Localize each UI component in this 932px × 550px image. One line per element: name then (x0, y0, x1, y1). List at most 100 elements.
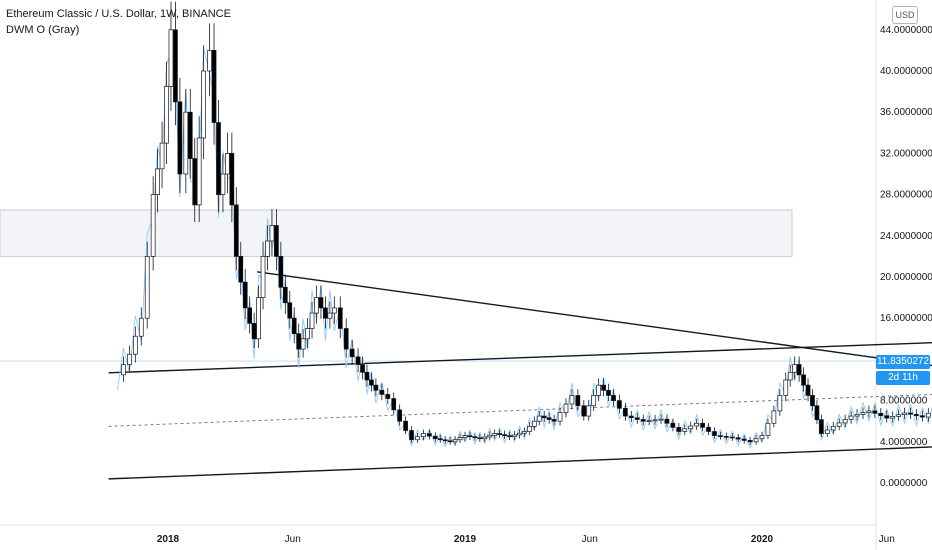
candle-body (617, 400, 622, 409)
candle-body (551, 419, 557, 422)
candle-body (403, 420, 408, 431)
trendline-mid-channel (108, 393, 932, 427)
candle-body (664, 418, 670, 424)
candle-body (842, 419, 848, 424)
candle-body (187, 111, 193, 159)
candle-body (741, 438, 747, 441)
candle-body (777, 395, 783, 412)
candle-body (472, 436, 478, 439)
candle-body (753, 438, 759, 443)
candle-body (256, 297, 261, 340)
candle-body (385, 394, 391, 399)
candle-body (379, 389, 385, 395)
candle-body (421, 433, 426, 437)
candle-body (884, 415, 890, 419)
candle-body (457, 437, 463, 441)
candle-body (482, 436, 488, 440)
candle-body (159, 142, 165, 170)
candle-body (700, 422, 705, 428)
time-tick-label: Jun (879, 534, 895, 545)
candle-body (183, 111, 189, 175)
trendline-lower-channel (108, 446, 932, 480)
candle-body (866, 410, 872, 413)
candle-body (229, 153, 235, 206)
candle-body (220, 173, 226, 195)
time-tick-label: 2018 (157, 534, 180, 545)
candle-body (575, 395, 581, 407)
candle-body (349, 348, 355, 358)
candle-body (337, 307, 343, 329)
candle-body (127, 353, 132, 365)
candle-body (369, 379, 374, 386)
candle-body (735, 437, 741, 440)
price-tick-label: 16.0000000 (880, 313, 932, 324)
candle-body (787, 371, 793, 381)
candle-body (201, 70, 206, 139)
time-tick-label: Jun (582, 534, 598, 545)
candle-body (920, 415, 925, 418)
candle-body (718, 435, 723, 437)
candle-body (712, 431, 717, 436)
candle-body (502, 434, 507, 436)
candle-body (541, 415, 547, 419)
candle-body (177, 101, 183, 175)
candle-body (364, 371, 370, 381)
candle-body (581, 405, 587, 417)
candle-body (269, 225, 275, 242)
candle-body (836, 422, 842, 427)
time-tick-label: 2019 (454, 534, 477, 545)
candle-body (432, 435, 438, 440)
candle-body (819, 419, 824, 434)
candle-body (536, 415, 542, 422)
candle-body (415, 436, 420, 441)
candle-body (670, 422, 676, 428)
candle-body (908, 412, 913, 415)
candle-body (216, 122, 221, 195)
candle-body (569, 395, 575, 405)
candle-body (676, 427, 682, 432)
candle-body (557, 412, 563, 422)
candle-body (848, 415, 854, 420)
candle-body (155, 168, 160, 195)
candle-body (517, 432, 522, 436)
candle-body (442, 439, 448, 442)
candle-body (765, 422, 771, 436)
candle-body (260, 256, 266, 298)
time-tick-label: 2020 (751, 534, 774, 545)
candle-body (759, 435, 765, 440)
candle-body (792, 364, 798, 373)
candle-body (274, 225, 279, 257)
candle-body (487, 434, 493, 438)
candle-body (437, 438, 443, 441)
candle-body (902, 412, 907, 416)
candle-body (144, 256, 150, 319)
candle-body (196, 137, 202, 206)
candle-body (694, 422, 700, 427)
candle-body (563, 403, 569, 413)
candle-body (397, 409, 403, 422)
price-tick-label: 36.0000000 (880, 107, 932, 118)
indicator-legend[interactable]: DWM O (Gray) (6, 24, 80, 36)
candle-body (296, 333, 302, 350)
candle-body (724, 435, 729, 438)
price-tick-label: 24.0000000 (880, 231, 932, 242)
candle-body (652, 419, 658, 422)
candle-body (658, 418, 664, 421)
candle-body (747, 440, 753, 443)
candle-body (771, 410, 777, 424)
last-price-tag: 11.8350272 (876, 355, 930, 369)
currency-button[interactable]: USD (892, 6, 918, 24)
candle-body (531, 420, 537, 427)
time-tick-label: Jun (285, 534, 301, 545)
candle-body (586, 405, 592, 417)
candle-body (343, 328, 349, 350)
candle-body (601, 384, 606, 391)
candle-body (233, 204, 239, 257)
candle-body (729, 436, 735, 439)
candle-body (207, 50, 212, 72)
candle-body (860, 412, 866, 415)
candle-body (611, 395, 616, 401)
candle-body (522, 431, 527, 434)
chart-title: Ethereum Classic / U.S. Dollar, 1W, BINA… (6, 8, 231, 20)
